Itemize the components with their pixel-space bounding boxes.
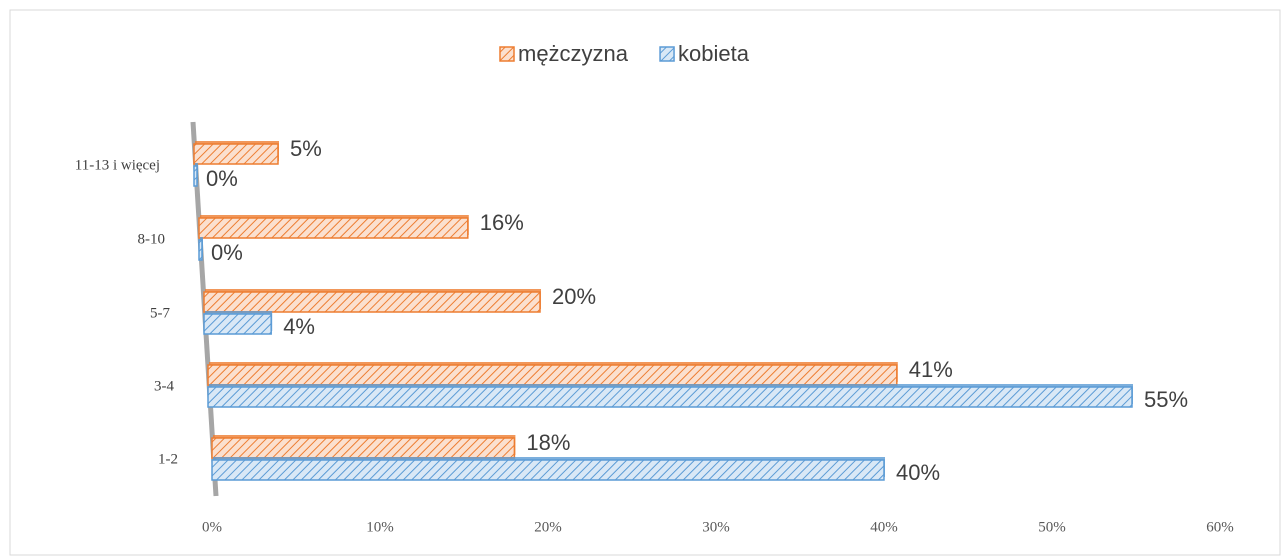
data-label: 20%: [552, 284, 596, 309]
legend-label: mężczyzna: [518, 41, 629, 66]
x-tick-label: 30%: [702, 519, 730, 535]
y-tick-label: 8-10: [138, 231, 166, 247]
data-label: 4%: [283, 314, 315, 339]
data-label: 5%: [290, 136, 322, 161]
x-tick-label: 0%: [202, 519, 222, 535]
x-tick-label: 40%: [870, 519, 898, 535]
bar: [198, 239, 203, 261]
bar: [203, 313, 272, 335]
data-label: 55%: [1144, 387, 1188, 412]
data-label: 41%: [909, 357, 953, 382]
data-label: 18%: [526, 430, 570, 455]
x-tick-label: 10%: [366, 519, 394, 535]
bar: [207, 364, 898, 386]
x-tick-label: 50%: [1038, 519, 1066, 535]
bar: [193, 165, 198, 187]
y-tick-label: 11-13 i więcej: [75, 157, 160, 173]
legend-marker: [659, 46, 675, 62]
bar: [198, 217, 469, 239]
y-tick-label: 5-7: [150, 305, 170, 321]
legend-label: kobieta: [678, 41, 750, 66]
y-tick-label: 1-2: [158, 451, 178, 467]
bar: [193, 143, 279, 165]
x-tick-label: 60%: [1206, 519, 1234, 535]
data-label: 0%: [211, 240, 243, 265]
y-tick-label: 3-4: [154, 378, 174, 394]
legend-marker: [499, 46, 515, 62]
data-label: 16%: [480, 210, 524, 235]
x-tick-label: 20%: [534, 519, 562, 535]
bar: [211, 437, 516, 459]
bar: [211, 459, 885, 481]
bar: [203, 291, 541, 313]
bar: [207, 386, 1133, 408]
data-label: 0%: [206, 166, 238, 191]
data-label: 40%: [896, 460, 940, 485]
